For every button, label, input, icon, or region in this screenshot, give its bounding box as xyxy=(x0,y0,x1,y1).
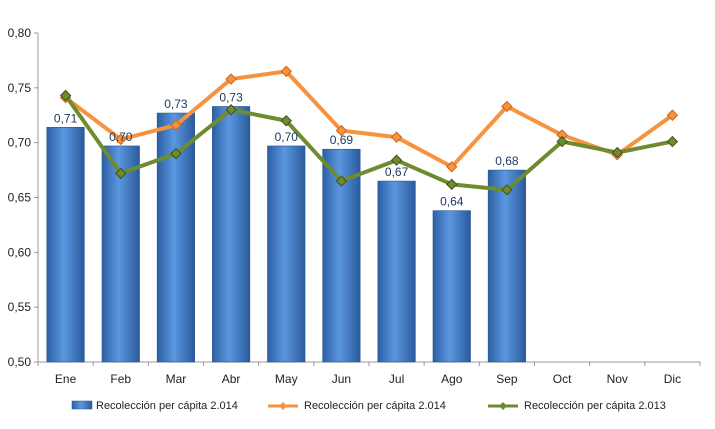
x-tick-label: Mar xyxy=(166,372,187,386)
bar-data-label: 0,70 xyxy=(109,130,133,144)
bar-data-label: 0,70 xyxy=(275,130,299,144)
series-point-1 xyxy=(501,100,513,113)
bar-data-label: 0,64 xyxy=(440,195,464,209)
bar xyxy=(432,210,471,363)
y-tick-label: 0,55 xyxy=(8,300,32,314)
x-tick-label: Jun xyxy=(332,372,351,386)
x-tick-label: Sep xyxy=(496,372,518,386)
series-point-2 xyxy=(170,147,182,160)
series-point-2 xyxy=(225,104,237,116)
series-line-1 xyxy=(64,69,674,169)
data-labels: 0,71 0,70 0,73 0,73 0,70 0,69 0,67 0,64 0,68 xyxy=(54,90,519,208)
x-tick-label: Nov xyxy=(607,372,628,386)
x-tick-label: Ene xyxy=(55,372,77,386)
series-point-1 xyxy=(170,119,182,131)
bar-data-label: 0,73 xyxy=(219,90,243,104)
x-tick-label: Oct xyxy=(553,372,572,386)
series-point-2 xyxy=(59,89,72,102)
y-tick-label: 0,50 xyxy=(8,355,32,369)
bar xyxy=(377,180,416,363)
series-point-1 xyxy=(335,124,348,137)
series-point-1 xyxy=(446,161,458,173)
y-tick-label: 0,65 xyxy=(8,191,32,205)
x-tick-label: Dic xyxy=(664,372,681,386)
series-point-2 xyxy=(556,135,568,148)
bar-data-label: 0,68 xyxy=(495,154,519,168)
series-point-2 xyxy=(446,178,458,191)
bar xyxy=(46,127,85,363)
y-tick-label: 0,70 xyxy=(8,136,32,150)
legend: Recolección per cápita 2.014 Recolección … xyxy=(71,400,666,412)
series-point-2 xyxy=(335,175,348,187)
x-tick-label: Ago xyxy=(441,372,463,386)
x-tick-label: Abr xyxy=(222,372,241,386)
y-tick-label: 0,75 xyxy=(8,81,32,95)
line-series-group xyxy=(59,65,679,196)
series-point-2 xyxy=(390,154,403,166)
series-point-1 xyxy=(390,131,403,143)
series-point-2 xyxy=(611,146,623,159)
series-point-2 xyxy=(115,167,127,180)
bar-data-label: 0,69 xyxy=(330,133,354,147)
bar xyxy=(101,145,140,363)
series-point-1 xyxy=(225,73,237,85)
series-point-1 xyxy=(280,65,292,78)
y-tick-label: 0,60 xyxy=(8,245,32,259)
x-tick-label: May xyxy=(275,372,298,386)
x-tick-label: Jul xyxy=(389,372,404,386)
legend-label-line-2: Recolección per cápita 2.013 xyxy=(524,400,666,412)
legend-swatch-bar xyxy=(71,400,93,410)
legend-swatch-marker-1 xyxy=(279,402,287,410)
series-point-2 xyxy=(280,115,292,127)
x-tick-label: Feb xyxy=(110,372,131,386)
legend-label-line-1: Recolección per cápita 2.014 xyxy=(304,400,446,412)
bar xyxy=(267,145,306,363)
legend-label-bar: Recolección per cápita 2.014 xyxy=(96,400,238,412)
bar-series xyxy=(46,106,526,363)
bar-data-label: 0,73 xyxy=(164,97,188,111)
legend-swatch-marker-2 xyxy=(499,402,507,410)
series-point-1 xyxy=(666,109,679,121)
series-line-2 xyxy=(63,94,673,192)
bar-data-label: 0,71 xyxy=(54,111,78,125)
axes: 0,50 0,55 0,60 0,65 0,70 0,75 0,80 Ene Feb Mar Abr… xyxy=(8,26,701,386)
series-point-2 xyxy=(666,135,679,148)
series-point-2 xyxy=(501,184,513,196)
bar xyxy=(212,106,251,363)
series-point-1 xyxy=(115,133,127,146)
bar xyxy=(487,169,526,363)
y-tick-label: 0,80 xyxy=(8,26,32,40)
bar-data-label: 0,67 xyxy=(385,165,409,179)
